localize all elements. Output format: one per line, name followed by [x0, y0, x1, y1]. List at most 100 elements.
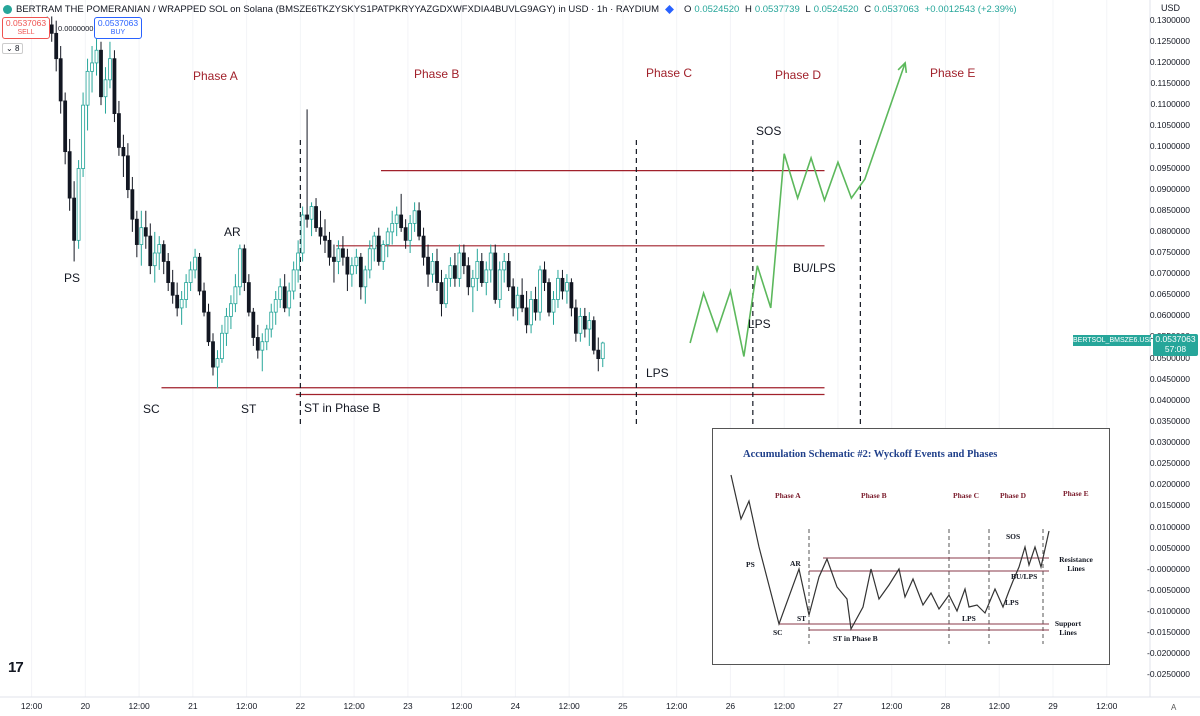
projection-path	[689, 61, 908, 357]
candle	[90, 46, 94, 93]
price-tick-label: 0.0150000	[1149, 500, 1190, 511]
candle	[332, 244, 336, 283]
price-tick-label: 0.0900000	[1149, 183, 1190, 194]
schematic-title: Accumulation Schematic #2: Wyckoff Event…	[743, 449, 998, 460]
time-tick-label: 22	[295, 701, 306, 711]
projection-polyline[interactable]	[689, 62, 906, 357]
event-lps-d-label: LPS	[748, 317, 771, 331]
candle	[143, 210, 148, 249]
candle	[309, 202, 314, 237]
candle	[255, 324, 260, 359]
candle	[596, 337, 601, 372]
candle	[287, 282, 292, 317]
candle	[166, 253, 171, 292]
candle	[175, 282, 180, 317]
candle	[502, 253, 507, 283]
buy-button[interactable]: 0.0537063 BUY	[94, 17, 142, 39]
time-tick-label: 29	[1048, 701, 1058, 711]
candlestick-series	[45, 16, 605, 389]
candle	[444, 274, 448, 308]
time-tick-label: 12:00	[773, 701, 795, 711]
price-tick-label: -0.0250000	[1146, 669, 1190, 680]
candle	[72, 181, 77, 262]
price-tick-label: -0.0050000	[1146, 584, 1190, 595]
candle	[67, 138, 72, 211]
candle	[408, 214, 413, 254]
schematic-diagram	[730, 474, 1050, 644]
sell-button[interactable]: 0.0537063 SELL	[2, 17, 50, 39]
candle	[394, 206, 399, 237]
time-tick-label: 12:00	[1096, 701, 1118, 711]
candle	[206, 303, 211, 346]
schematic-phase-d: Phase D	[1000, 491, 1027, 500]
phase-d-label: Phase D	[775, 68, 822, 82]
price-tick-label: 0.1150000	[1150, 78, 1190, 89]
price-tick-label: 0.1100000	[1150, 99, 1190, 110]
schematic-bu-lps: BU/LPS	[1011, 572, 1038, 581]
currency-label[interactable]: USD	[1160, 3, 1180, 13]
schematic-ar: AR	[790, 559, 801, 568]
price-tick-label: -0.0000000	[1146, 563, 1190, 574]
time-tick-label: 28	[940, 701, 951, 711]
candle	[112, 50, 117, 123]
candle	[367, 240, 372, 279]
price-tick-label: 0.1200000	[1149, 56, 1190, 67]
candle	[475, 248, 480, 292]
price-tick-label: 0.0850000	[1149, 204, 1190, 215]
candle	[291, 261, 296, 300]
schematic-st-phase-b: ST in Phase B	[833, 634, 878, 643]
phase-e-label: Phase E	[930, 66, 976, 80]
schematic-phase-e: Phase E	[1063, 489, 1089, 498]
candle	[453, 253, 457, 287]
tradingview-logo[interactable]: 17	[8, 659, 24, 676]
price-tick-label: 0.0400000	[1149, 394, 1190, 405]
price-tick-label: 0.1250000	[1149, 35, 1190, 46]
candle	[81, 92, 85, 177]
price-tick-label: 0.0050000	[1149, 542, 1190, 553]
symbol-title[interactable]: BERTRAM THE POMERANIAN / WRAPPED SOL on …	[16, 3, 659, 15]
schematic-st: ST	[797, 614, 807, 623]
candle	[314, 198, 318, 232]
candle	[99, 41, 103, 106]
candle	[130, 176, 135, 232]
candle	[305, 109, 309, 228]
candle	[233, 274, 238, 313]
candle	[547, 278, 551, 317]
candle	[318, 210, 323, 245]
candle	[117, 100, 121, 156]
candle	[385, 227, 390, 258]
candle	[600, 341, 605, 368]
candle	[556, 269, 560, 308]
candle	[497, 261, 502, 308]
candle	[488, 244, 493, 283]
symbol-price-label: BERTSOL_BMSZE6.USD	[1073, 335, 1155, 346]
candle	[412, 202, 417, 232]
candle	[390, 210, 395, 245]
candle	[157, 236, 162, 270]
candle	[121, 134, 126, 177]
candle	[457, 244, 462, 287]
candle	[327, 231, 332, 266]
candle	[529, 291, 533, 334]
candle	[542, 261, 547, 292]
candle	[349, 257, 354, 287]
candle	[372, 231, 377, 262]
time-tick-label: 27	[833, 701, 843, 711]
auto-scale-button[interactable]: A	[1171, 703, 1177, 712]
event-sos-label: SOS	[756, 124, 782, 138]
price-tick-label: 0.1300000	[1149, 14, 1190, 25]
price-tick-label: 0.0750000	[1149, 247, 1190, 257]
schematic-phase-a: Phase A	[775, 491, 801, 500]
price-tick-label: -0.0100000	[1146, 606, 1190, 617]
event-ps-label: PS	[64, 271, 81, 285]
candle	[582, 307, 587, 338]
flag-icon[interactable]	[665, 4, 674, 14]
event-st-phase-b-label: ST in Phase B	[304, 401, 381, 415]
indicator-count-badge[interactable]: ⌄ 8	[2, 43, 24, 54]
phase-b-label: Phase B	[414, 67, 460, 81]
candle	[229, 295, 233, 330]
candle	[260, 333, 265, 372]
candle	[565, 274, 569, 304]
price-tick-label: -0.0200000	[1146, 648, 1190, 659]
candle	[578, 307, 583, 342]
